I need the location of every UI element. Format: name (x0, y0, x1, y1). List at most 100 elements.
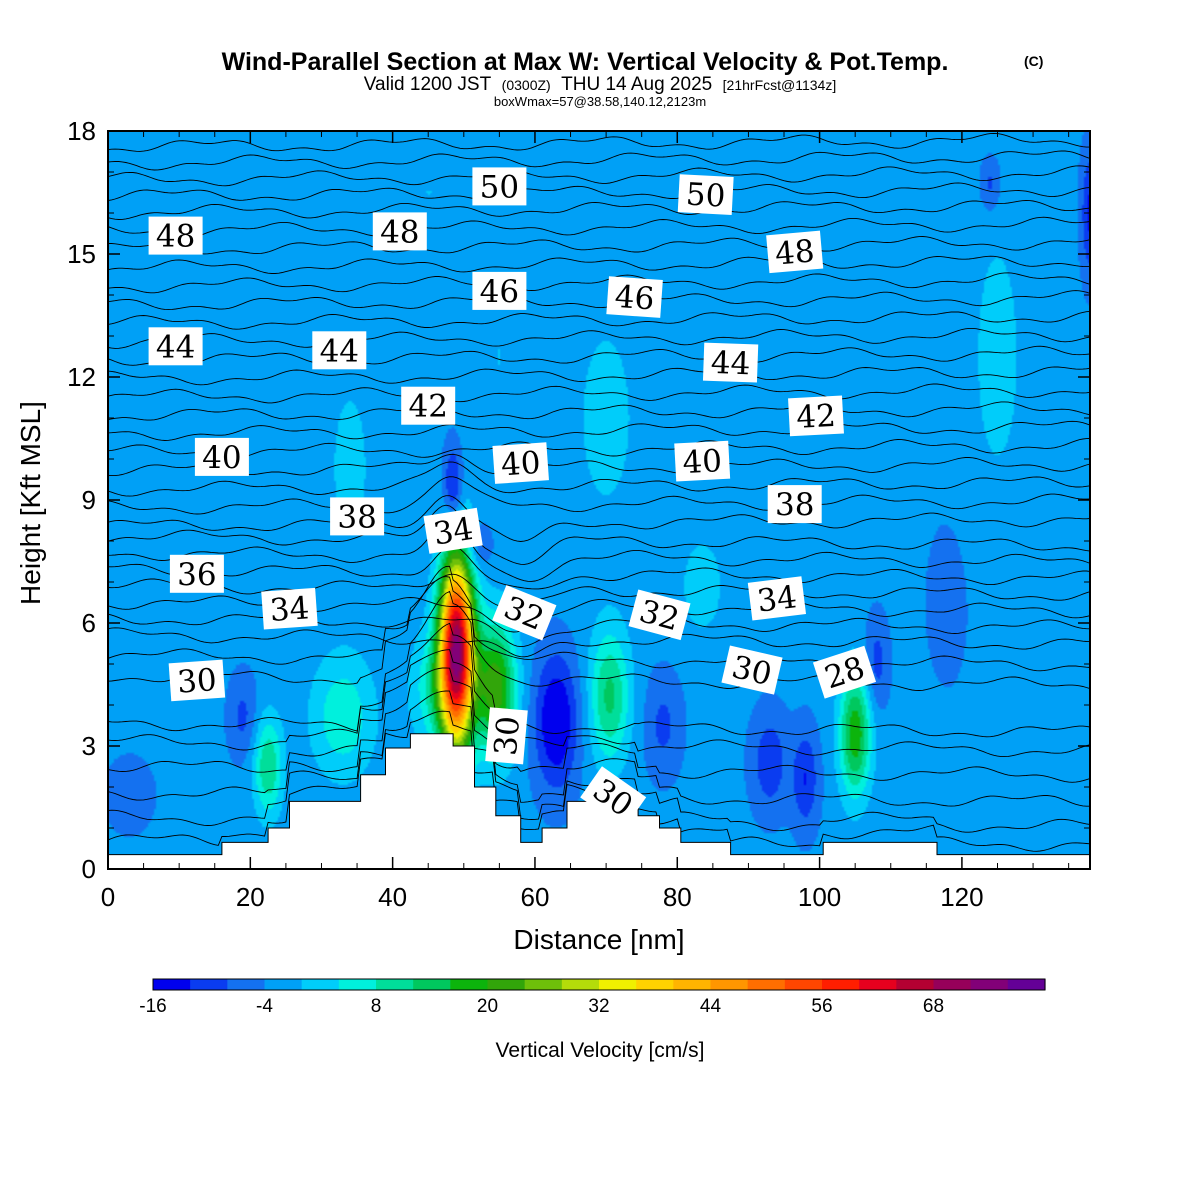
contour-label: 48 (372, 212, 427, 251)
contour-label: 40 (674, 440, 731, 482)
contour-label-box (492, 585, 557, 641)
contour-label-box (628, 589, 691, 641)
pot-temp-contour (108, 327, 1090, 349)
chart-title: Wind-Parallel Section at Max W: Vertical… (222, 48, 949, 76)
pot-temp-contour (108, 545, 1090, 590)
copyright-mark: (C) (1024, 53, 1043, 69)
y-tick-label: 6 (82, 608, 96, 638)
plot-area: 48 48 50 50 48 46 46 44 44 44 42 42 40 40 40 38 38 34 36 34… (107, 130, 1091, 870)
contour-label-box (401, 386, 456, 425)
colorbar-swatch (784, 979, 823, 990)
colorbar: -16 -4 8 20 32 44 56 68 (139, 978, 1046, 1017)
pot-temp-contour (108, 420, 1090, 441)
contour-label-box (148, 327, 203, 366)
colorbar-tick-label: -16 (139, 996, 166, 1017)
colorbar-swatch (933, 979, 972, 990)
contour-label: 34 (261, 587, 318, 630)
colorbar-tick-label: 8 (371, 996, 382, 1017)
colorbar-swatch (822, 979, 860, 990)
contour-label-box (330, 497, 385, 536)
pot-temp-contour (108, 453, 1090, 477)
contour-label-text: 46 (480, 274, 519, 310)
contour-label-text: 44 (156, 329, 195, 365)
contour-label-box (812, 645, 877, 699)
contour-label-box (747, 576, 807, 621)
contour-label-text: 34 (755, 579, 799, 620)
valid-utc: (0300Z) (502, 77, 551, 93)
contour-label: 46 (606, 276, 663, 318)
pot-temp-contour (108, 495, 1090, 542)
box-wmax-info: boxWmax=57@38.58,140.12,2123m (494, 94, 706, 109)
contour-label: 50 (677, 174, 734, 215)
colorbar-swatch (859, 979, 897, 990)
y-tick-label: 12 (67, 362, 96, 392)
vertical-velocity-field (108, 131, 1090, 869)
contour-label: 48 (148, 216, 203, 255)
pot-temp-contour (108, 401, 1090, 421)
pot-temp-contour (108, 504, 1090, 565)
pot-temp-contour (108, 366, 1090, 386)
contour-label-box (766, 230, 824, 274)
pot-temp-contour (108, 182, 1090, 201)
colorbar-swatch (599, 979, 637, 990)
pot-temp-contour (108, 200, 1090, 220)
colorbar-swatch (450, 979, 489, 990)
contour-label-text: 34 (269, 590, 311, 629)
x-tick-label: 120 (940, 882, 983, 912)
pot-temp-contour (108, 590, 1090, 738)
contour-label: 40 (492, 442, 549, 484)
contour-label-text: 42 (408, 389, 447, 425)
pot-temp-contour (108, 345, 1090, 366)
contour-label-text: 42 (795, 398, 836, 436)
colorbar-swatch (636, 979, 674, 990)
pot-temp-contour (108, 576, 1090, 672)
contour-label-text: 48 (380, 214, 419, 250)
contour-label-text: 38 (337, 499, 376, 535)
contour-label-text: 30 (176, 662, 218, 701)
pot-temp-contour (108, 216, 1090, 238)
pot-temp-contour (108, 649, 1090, 783)
contour-label-box (423, 507, 483, 554)
contour-label: 38 (330, 497, 385, 536)
contour-label: 32 (628, 589, 691, 641)
colorbar-swatch (673, 979, 712, 990)
contour-label-text: 40 (202, 440, 241, 476)
contour-label: 36 (169, 554, 224, 593)
contour-label-box (168, 659, 226, 702)
x-axis: 0 20 40 60 80 100 120 (101, 131, 1070, 912)
colorbar-title: Vertical Velocity [cm/s] (496, 1039, 705, 1062)
contour-label: 44 (148, 327, 203, 366)
contour-label-text: 44 (320, 333, 359, 369)
contour-label-box (492, 442, 549, 484)
pot-temp-contour (108, 272, 1090, 294)
contour-label-box (606, 276, 663, 318)
contour-label: 30 (168, 659, 226, 702)
colorbar-swatch (227, 979, 266, 990)
colorbar-swatch (264, 979, 303, 990)
contour-label: 34 (423, 507, 483, 554)
x-tick-label: 0 (101, 882, 115, 912)
contour-label-box (472, 271, 527, 310)
contour-label-box (372, 212, 427, 251)
x-tick-label: 100 (798, 882, 841, 912)
pot-temp-contour (108, 236, 1090, 255)
y-axis-title: Height [Kft MSL] (15, 401, 46, 605)
contour-label-text: 48 (156, 219, 195, 255)
pot-temp-contour (108, 290, 1090, 311)
colorbar-swatch (896, 979, 935, 990)
pot-temp-contour (108, 627, 1090, 658)
pot-temp-contour (108, 310, 1090, 330)
y-tick-label: 0 (82, 854, 96, 884)
contour-label: 46 (472, 271, 527, 310)
colorbar-swatch (376, 979, 414, 990)
pot-temp-contour (108, 461, 1090, 497)
contour-label-box (677, 174, 734, 215)
contour-label-box (485, 707, 528, 765)
colorbar-tick-label: 20 (477, 996, 498, 1017)
colorbar-swatch (524, 979, 563, 990)
contour-label-text: 36 (177, 557, 216, 593)
x-tick-label: 40 (378, 882, 407, 912)
x-tick-label: 20 (236, 882, 265, 912)
contour-label-box (472, 167, 527, 206)
colorbar-tick-label: 32 (588, 996, 609, 1017)
